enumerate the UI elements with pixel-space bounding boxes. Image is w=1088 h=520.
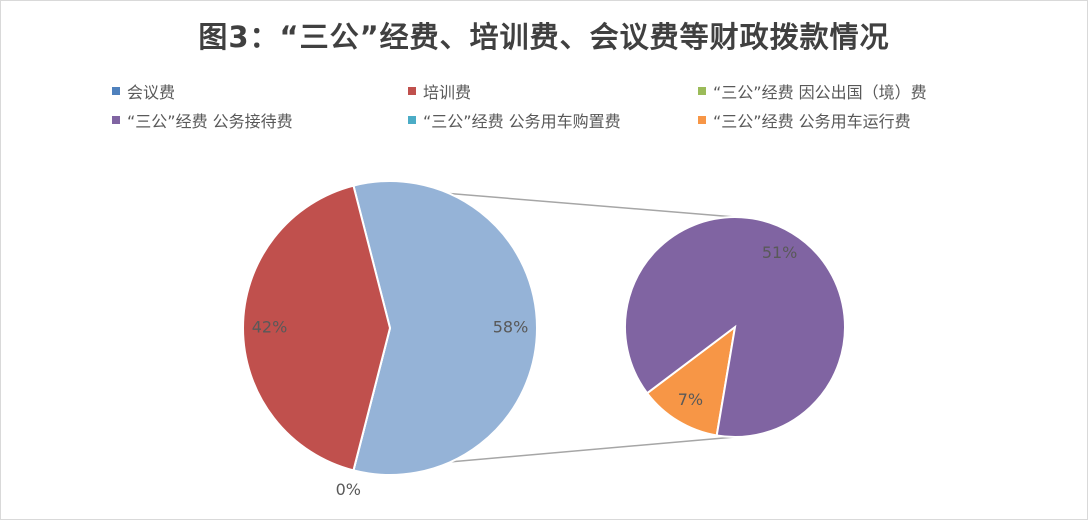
primary-pie [242,180,539,476]
legend-item[interactable]: “三公”经费 因公出国（境）费 [698,79,927,103]
legend-label: “三公”经费 公务接待费 [127,112,293,131]
legend: 会议费 培训费 “三公”经费 因公出国（境）费 “三公”经费 公务接待费 “三公… [0,0,1088,140]
legend-item[interactable]: 会议费 [112,79,175,103]
legend-item[interactable]: “三公”经费 公务用车购置费 [408,108,621,132]
pie-slice[interactable] [645,324,737,437]
data-label: 0% [336,480,361,499]
legend-label: 培训费 [423,83,472,102]
legend-item[interactable]: “三公”经费 公务接待费 [112,108,293,132]
data-label: 58% [493,318,529,337]
legend-item[interactable]: 培训费 [408,79,471,103]
data-labels: 58% 0% 42% 7% 51% [252,243,798,499]
legend-swatch [698,116,706,124]
legend-swatch [698,87,706,95]
data-label: 51% [762,243,798,262]
legend-label: 会议费 [127,83,176,102]
data-label: 7% [678,390,703,409]
legend-label: “三公”经费 公务用车购置费 [423,112,621,131]
legend-swatch [408,87,416,95]
chart-title: 图3：“三公”经费、培训费、会议费等财政拨款情况 [198,20,890,54]
secondary-pie [624,215,846,438]
legend-item[interactable]: “三公”经费 公务用车运行费 [698,108,911,132]
pie-slice[interactable] [242,184,392,472]
data-label: 42% [252,318,288,337]
pie-slice-other[interactable] [352,180,539,476]
pie-slice[interactable] [624,215,846,438]
legend-label: “三公”经费 公务用车运行费 [713,112,911,131]
legend-swatch [112,87,120,95]
legend-swatch [408,116,416,124]
legend-swatch [112,116,120,124]
legend-label: “三公”经费 因公出国（境）费 [713,83,927,102]
